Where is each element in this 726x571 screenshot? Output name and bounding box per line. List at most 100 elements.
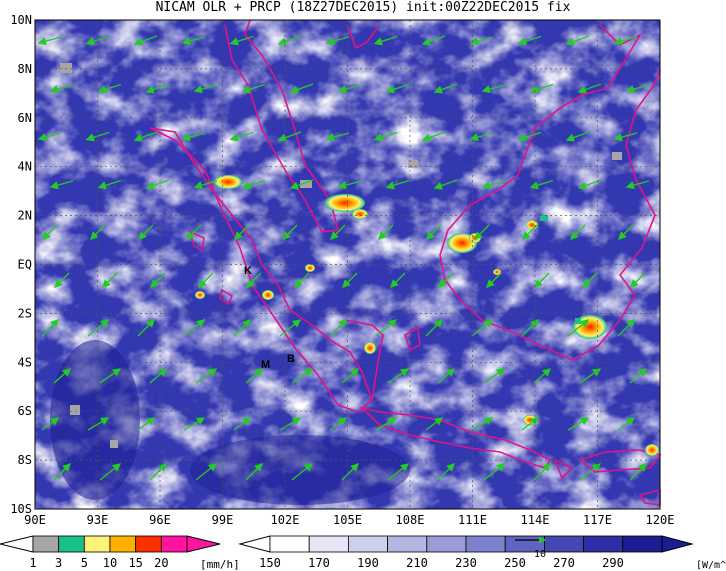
olr-legend-swatch	[465, 535, 506, 553]
wind-arrow	[41, 417, 60, 431]
precip-legend-swatch	[135, 535, 162, 553]
wind-arrow	[425, 417, 444, 431]
olr-legend-value: 190	[357, 556, 379, 570]
precip-legend-swatch	[83, 535, 111, 553]
wind-arrow	[390, 272, 406, 288]
lon-label: 108E	[396, 513, 425, 527]
olr-legend-swatch	[583, 535, 624, 553]
wind-arrow	[517, 131, 542, 142]
wind-arrow	[617, 417, 636, 431]
lat-label: 8S	[18, 453, 32, 467]
lon-label: 111E	[458, 513, 487, 527]
wind-arrow	[294, 272, 310, 288]
olr-legend-swatch	[387, 535, 428, 553]
wind-arrow	[469, 36, 494, 46]
wind-arrow	[49, 84, 74, 94]
lon-label: 105E	[333, 513, 362, 527]
wind-arrow	[53, 368, 72, 384]
lat-label: 10S	[10, 502, 32, 516]
wind-arrow	[87, 319, 110, 337]
wind-arrow	[337, 84, 362, 94]
wind-arrow	[245, 463, 263, 481]
wind-arrow	[342, 272, 358, 288]
wind-arrow	[181, 36, 206, 46]
lon-label: 102E	[271, 513, 300, 527]
wind-arrow	[613, 36, 638, 46]
wind-arrow	[277, 35, 302, 46]
olr-legend-value: 270	[553, 556, 575, 570]
wind-arrow	[145, 179, 170, 190]
wind-arrow	[534, 272, 550, 288]
wind-arrow	[37, 132, 62, 142]
wind-vectors	[37, 35, 650, 481]
olr-legend-swatch	[308, 535, 349, 553]
lat-lon-grid	[35, 20, 660, 509]
wind-arrow	[183, 319, 206, 337]
wind-arrow	[387, 368, 410, 384]
lon-label: 99E	[212, 513, 234, 527]
latitude-labels: 10N 8N 6N 4N 2N EQ 2S 4S 6S 8S 10S	[10, 13, 32, 516]
wind-arrow	[579, 368, 602, 384]
olr-legend-swatch	[544, 535, 585, 553]
wind-arrow	[618, 224, 634, 240]
olr-legend-swatch	[347, 535, 388, 553]
wind-arrow	[375, 319, 398, 337]
wind-arrow	[54, 272, 70, 288]
place-marker-b: B	[287, 353, 295, 365]
wind-arrow	[133, 131, 158, 142]
wind-arrow	[533, 463, 551, 481]
wind-arrow	[241, 179, 266, 190]
wind-arrow	[245, 368, 264, 384]
precip-legend-swatch	[109, 535, 137, 553]
wind-arrow	[330, 224, 346, 240]
wind-arrow	[474, 224, 490, 240]
lat-label: 4S	[18, 355, 32, 369]
wind-arrow	[150, 272, 166, 288]
wind-arrow	[53, 463, 71, 481]
wind-arrow	[329, 319, 347, 337]
wind-arrow	[279, 417, 302, 431]
precip-legend-swatch	[32, 535, 60, 553]
wind-arrow	[613, 132, 638, 142]
lat-label: 4N	[18, 160, 32, 174]
olr-legend: 150 170 190 210 230 250 270 290 [W/m^2] 10	[238, 535, 726, 571]
vector-reference: 10	[515, 536, 547, 560]
precip-legend-value: 15	[128, 556, 142, 570]
wind-arrow	[522, 224, 538, 240]
wind-arrow	[183, 417, 206, 431]
wind-arrow	[42, 224, 58, 240]
wind-arrow	[195, 463, 218, 481]
olr-legend-value: 230	[455, 556, 477, 570]
wind-arrow	[181, 132, 206, 142]
precip-legend-swatch	[58, 535, 85, 553]
wind-arrow	[246, 272, 262, 288]
wind-arrow	[138, 224, 154, 240]
wind-arrow	[373, 131, 398, 142]
wind-arrow	[517, 35, 542, 46]
lon-label: 93E	[87, 513, 109, 527]
wind-arrow	[186, 224, 202, 240]
wind-arrow	[471, 417, 494, 431]
precip-legend-value: 10	[103, 556, 117, 570]
wind-arrow	[149, 368, 168, 384]
lat-label: 6S	[18, 404, 32, 418]
place-marker-m: M	[261, 359, 270, 371]
wind-arrow	[629, 463, 647, 481]
wind-arrow	[483, 463, 506, 481]
wind-arrow	[521, 319, 539, 337]
lat-label: 6N	[18, 111, 32, 125]
wind-arrow	[99, 463, 122, 481]
wind-arrow	[49, 180, 74, 190]
wind-arrow	[437, 368, 456, 384]
longitude-labels: 90E 93E 96E 99E 102E 105E 108E 111E 114E 117E 120E	[24, 513, 674, 527]
wind-arrow	[433, 179, 458, 190]
wind-arrow	[387, 463, 410, 481]
wind-arrow	[145, 83, 170, 94]
olr-legend-value: 150	[259, 556, 281, 570]
wind-arrow	[193, 180, 218, 190]
wind-arrow	[137, 319, 155, 337]
wind-arrow	[195, 368, 218, 384]
wind-arrow	[291, 368, 314, 384]
wind-arrow	[625, 180, 650, 190]
wind-arrow	[437, 463, 455, 481]
